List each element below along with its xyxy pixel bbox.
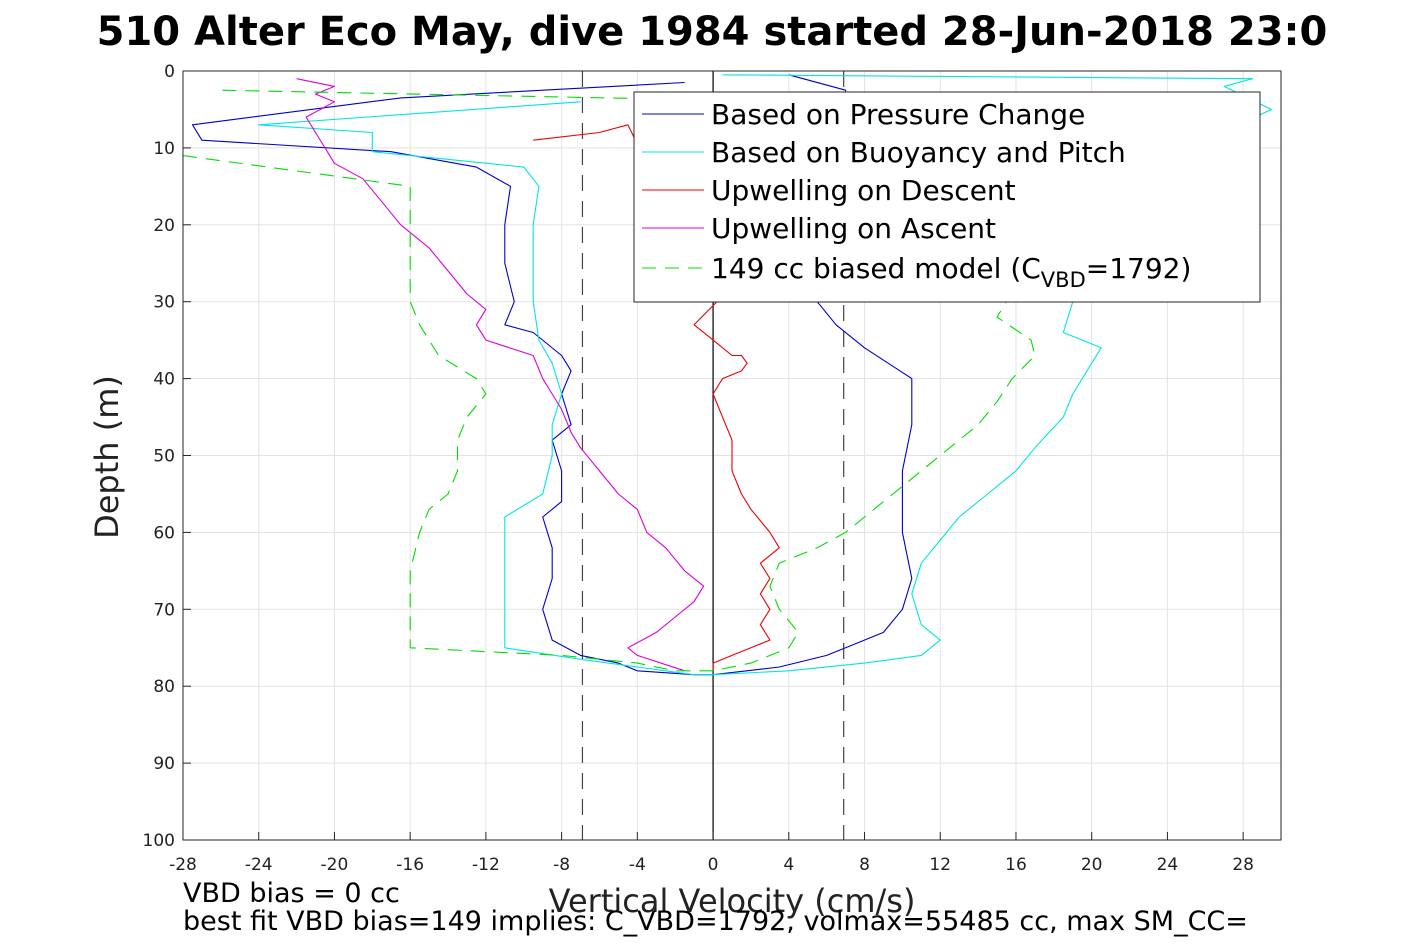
- y-tick-label: 60: [153, 523, 175, 543]
- legend-box: [633, 91, 1261, 303]
- x-tick-label: -24: [245, 855, 273, 875]
- y-tick-label: 0: [164, 62, 175, 82]
- legend-label-upwelling-descent: Upwelling on Descent: [711, 174, 1016, 207]
- y-tick-label: 100: [143, 831, 175, 851]
- legend-label-pressure: Based on Pressure Change: [711, 98, 1085, 131]
- legend: Based on Pressure Change Based on Buoyan…: [633, 91, 1261, 303]
- legend-label-biased-model: 149 cc biased model (CVBD=1792): [711, 252, 1191, 292]
- y-tick-label: 70: [153, 600, 175, 620]
- legend-label-upwelling-ascent: Upwelling on Ascent: [711, 212, 996, 245]
- x-tick-label: -20: [321, 855, 349, 875]
- y-axis-label: Depth (m): [88, 375, 126, 539]
- x-tick-label: -16: [396, 855, 424, 875]
- series-pressure-change: [191, 74, 913, 676]
- y-tick-label: 40: [153, 370, 175, 390]
- x-tick-label: 12: [929, 855, 951, 875]
- legend-label-biased-model-main: 149 cc biased model (C: [711, 252, 1041, 285]
- x-tick-label: 0: [708, 855, 719, 875]
- y-tick-label: 10: [153, 139, 175, 159]
- x-tick-label: 24: [1157, 855, 1179, 875]
- x-tick-label: 28: [1232, 855, 1254, 875]
- chart-title: 510 Alter Eco May, dive 1984 started 28-…: [97, 9, 1328, 55]
- x-tick-label: 8: [859, 855, 870, 875]
- vbd-bias-note: VBD bias = 0 cc: [183, 878, 400, 909]
- x-tick-label: 20: [1081, 855, 1103, 875]
- x-tick-labels: -28 -24 -20 -16 -12 -8 -4 0 4 8 12 16 20 24 28: [169, 832, 1254, 875]
- series-biased-model: [182, 89, 1187, 672]
- x-tick-label: 16: [1005, 855, 1027, 875]
- legend-label-buoyancy: Based on Buoyancy and Pitch: [711, 136, 1126, 169]
- x-tick-label: -8: [553, 855, 570, 875]
- y-tick-label: 50: [153, 447, 175, 467]
- x-tick-label: 4: [783, 855, 794, 875]
- legend-label-biased-model-tail: =1792): [1086, 252, 1192, 285]
- x-axis-label: Vertical Velocity (cm/s): [549, 882, 916, 920]
- x-tick-label: -12: [472, 855, 500, 875]
- best-fit-note: best fit VBD bias=149 implies: C_VBD=179…: [183, 906, 1248, 937]
- x-tick-label: -4: [629, 855, 646, 875]
- series-upwelling-ascent: [296, 78, 705, 672]
- legend-label-biased-model-sub: VBD: [1041, 268, 1086, 292]
- y-tick-label: 90: [153, 754, 175, 774]
- y-tick-label: 20: [153, 216, 175, 236]
- y-tick-label: 30: [153, 293, 175, 313]
- y-tick-label: 80: [153, 677, 175, 697]
- y-tick-labels: 0 10 20 30 40 50 60 70 80 90 100: [143, 62, 191, 851]
- x-tick-label: -28: [169, 855, 197, 875]
